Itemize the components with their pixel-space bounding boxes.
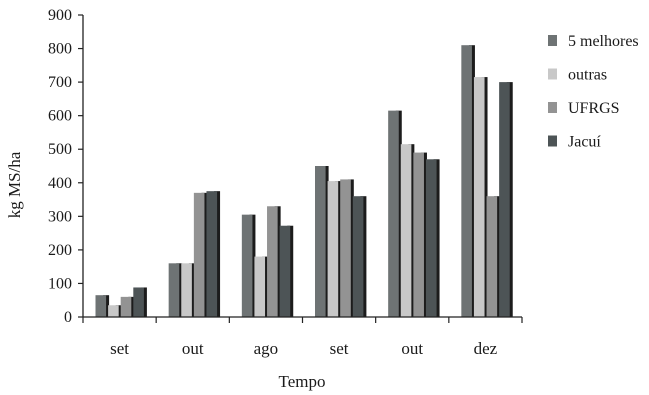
bar [254,256,266,317]
bar [413,152,424,317]
bars-layer [95,45,513,317]
bar [388,110,399,317]
bar [461,45,472,317]
legend-swatch [548,68,557,80]
bar [95,295,107,317]
x-tick-label: set [330,339,349,358]
x-axis-title: Tempo [279,372,326,391]
y-tick-label: 200 [48,242,72,259]
x-tick-label: ago [254,339,279,358]
legend-swatch [548,102,557,113]
x-tick-label: set [110,339,129,358]
x-axis-ticks: set out ago set out dez [82,317,523,358]
bar [133,287,144,317]
bar [267,206,278,317]
legend-label: outras [568,67,607,84]
legend-swatch [548,135,557,147]
bar [108,305,119,317]
y-tick-label: 100 [48,275,72,292]
y-tick-label: 400 [48,175,72,192]
y-tick-label: 500 [48,141,72,158]
bar [193,192,205,317]
x-tick-label: out [401,339,423,358]
bar [315,166,326,317]
y-axis-title: kg MS/ha [5,151,24,218]
legend-label: UFRGS [568,100,620,117]
bar [168,263,180,317]
bar [241,214,253,317]
bar [279,225,291,317]
bar [499,82,510,317]
y-axis-ticks: 0 100 200 300 400 500 600 700 800 900 [48,7,83,326]
bar [181,263,192,317]
bar [473,77,485,317]
bar [340,179,351,317]
y-tick-label: 300 [48,208,72,225]
legend: 5 melhores outras UFRGS Jacuí [548,33,639,151]
y-tick-label: 800 [48,41,72,58]
y-tick-label: 0 [64,309,72,326]
bar [352,196,364,317]
x-tick-label: dez [474,339,498,358]
y-tick-label: 700 [48,74,72,91]
legend-swatch [548,35,557,46]
bar [400,144,412,317]
y-tick-label: 900 [48,7,72,24]
bar [206,191,218,317]
bar [120,296,132,317]
legend-label: Jacuí [568,134,601,151]
legend-label: 5 melhores [568,33,639,50]
y-tick-label: 600 [48,108,72,125]
bar [425,159,437,317]
x-tick-label: out [182,339,204,358]
bar [327,181,339,317]
bar [486,196,498,317]
